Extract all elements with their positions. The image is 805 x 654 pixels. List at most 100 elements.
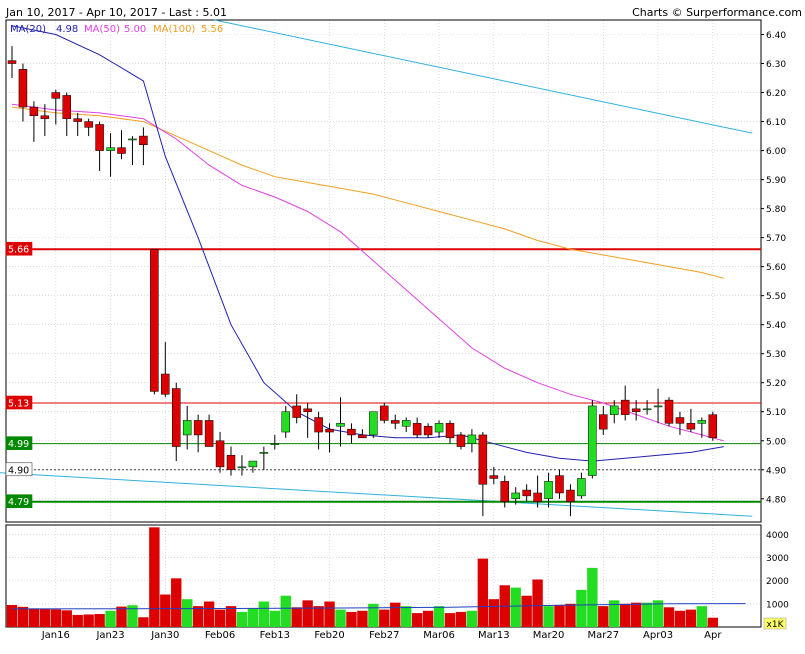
level-label: 5.66 [8, 245, 29, 256]
volume-bar [609, 600, 620, 627]
candles [7, 46, 718, 517]
volume-bar [291, 607, 302, 627]
candle-body [588, 405, 597, 476]
volume-bar [127, 605, 138, 627]
volume-bar [521, 595, 532, 627]
price-tick-label: 6.40 [766, 31, 786, 41]
date-tick-label: Feb20 [314, 630, 344, 641]
candle-body [708, 414, 718, 439]
ma100-legend-label: MA(100) [153, 24, 195, 35]
volume-tick-label: 4000 [766, 531, 789, 541]
volume-bar [641, 602, 653, 627]
ma20-legend-value: 4.98 [56, 24, 78, 35]
volume-bar [488, 599, 499, 627]
volume-bar [203, 601, 215, 627]
candle-body [7, 60, 17, 64]
date-tick-label: Jan16 [41, 630, 70, 641]
volume-bar [598, 606, 609, 627]
volume-bar [576, 589, 587, 627]
volume-bar [422, 610, 434, 627]
price-tick-label: 5.20 [766, 379, 786, 389]
candle-body [610, 405, 619, 415]
candle-body [139, 135, 148, 146]
candle-body [664, 399, 674, 424]
level-label: 5.13 [8, 399, 29, 410]
candle-body [358, 434, 367, 439]
volume-bar [433, 606, 445, 627]
candle-body [391, 420, 400, 424]
candle-body [106, 147, 115, 151]
price-tick-label: 5.10 [766, 408, 786, 418]
candle-body [182, 420, 192, 436]
candle-body [281, 411, 290, 433]
volume-bar [39, 608, 51, 627]
volume-bar [302, 600, 313, 627]
date-tick-label: Apr03 [643, 630, 673, 641]
candle-body [423, 425, 433, 436]
candle-body [631, 408, 641, 412]
source-label: Charts © Surperformance.com [632, 6, 802, 19]
volume-bar [247, 608, 259, 627]
price-tick-label: 5.30 [766, 350, 786, 360]
ma50-legend-value: 5.00 [124, 24, 146, 35]
date-tick-label: Jan30 [150, 630, 179, 641]
candle-body [500, 481, 509, 502]
price-tick-label: 5.70 [766, 234, 786, 244]
volume-bar [663, 607, 675, 627]
candle-body [478, 434, 488, 485]
candle-body [161, 373, 170, 395]
candle-body [29, 106, 39, 117]
volume-bar [477, 558, 489, 627]
moving-averages [11, 25, 724, 462]
ma100-legend-value: 5.56 [201, 24, 223, 35]
candle-body [380, 405, 389, 421]
price-tick-label: 5.90 [766, 176, 786, 186]
candle-body [73, 118, 82, 122]
volume-bar [105, 610, 116, 627]
volume-bar [707, 617, 718, 627]
date-tick-label: Mar13 [478, 630, 510, 641]
candle-body [620, 399, 630, 415]
candle-body [18, 69, 28, 108]
volume-bar [685, 609, 697, 627]
level-label: 4.90 [8, 465, 29, 476]
volume-bar [138, 617, 149, 627]
candle-body [577, 478, 586, 497]
price-tick-label: 5.00 [766, 437, 786, 447]
trendline [214, 19, 753, 134]
candle-body [642, 408, 652, 411]
volume-unit-label: x1K [767, 620, 785, 630]
level-label-box [5, 462, 33, 477]
candle-body [533, 492, 542, 502]
volume-bar [510, 587, 521, 627]
volume-bar [401, 606, 412, 627]
level-label-box [5, 395, 33, 410]
price-tick-label: 6.30 [766, 60, 786, 70]
price-panel-frame [5, 19, 762, 523]
candle-body [412, 423, 422, 436]
candle-body [51, 92, 61, 99]
candle-body [445, 423, 455, 439]
trendlines [0, 19, 753, 517]
candle-body [369, 411, 378, 436]
candle-body [467, 434, 477, 444]
level-label-box [5, 436, 33, 450]
volume-bar [17, 606, 29, 627]
candle-body [511, 492, 520, 500]
volume-tick-label: 1000 [766, 600, 789, 610]
candle-body [336, 423, 345, 427]
ma50-legend-label: MA(50) [84, 24, 120, 35]
volume-bar [171, 578, 182, 627]
candle-body [675, 417, 685, 424]
date-tick-label: Mar27 [588, 630, 620, 641]
candle-body [599, 414, 608, 430]
candle-body [456, 434, 466, 447]
date-axis: Jan16 Jan23 Jan30 Feb06 Feb13 Feb20 Feb27 Mar06… [41, 630, 723, 641]
candle-body [347, 428, 356, 436]
volume-bar [94, 614, 105, 627]
candle-body [292, 405, 301, 418]
date-tick-label: Apr [704, 630, 722, 641]
candle-body [248, 460, 258, 468]
volume-unit-badge [763, 617, 787, 630]
